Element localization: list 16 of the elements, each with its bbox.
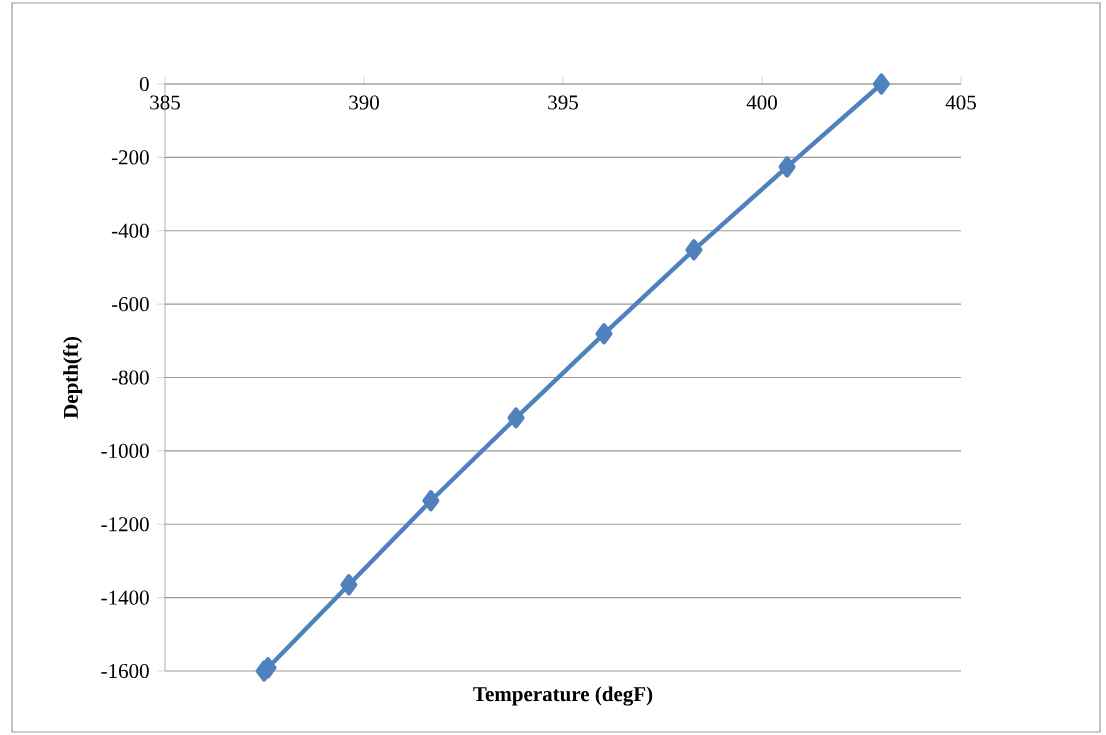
x-tick-label: 390 (349, 95, 379, 110)
y-tick-label: -800 (111, 370, 149, 385)
y-axis-title: Depth(ft) (62, 337, 83, 419)
x-tick-label: 385 (150, 95, 180, 110)
y-tick-label: -400 (111, 223, 149, 238)
y-tick-label: -1600 (101, 663, 149, 679)
x-tick-label: 395 (548, 95, 578, 110)
x-tick-label: 400 (746, 95, 777, 110)
y-tick-label: -1400 (101, 590, 149, 605)
y-tick-label: 0 (139, 76, 149, 92)
y-tick-label: -1000 (101, 443, 149, 458)
x-axis-title: Temperature (degF) (473, 686, 653, 706)
y-tick-label: -600 (111, 297, 149, 312)
y-tick-label: -200 (111, 150, 149, 165)
x-tick-label: 405 (945, 95, 976, 110)
y-tick-label: -1200 (101, 517, 149, 532)
